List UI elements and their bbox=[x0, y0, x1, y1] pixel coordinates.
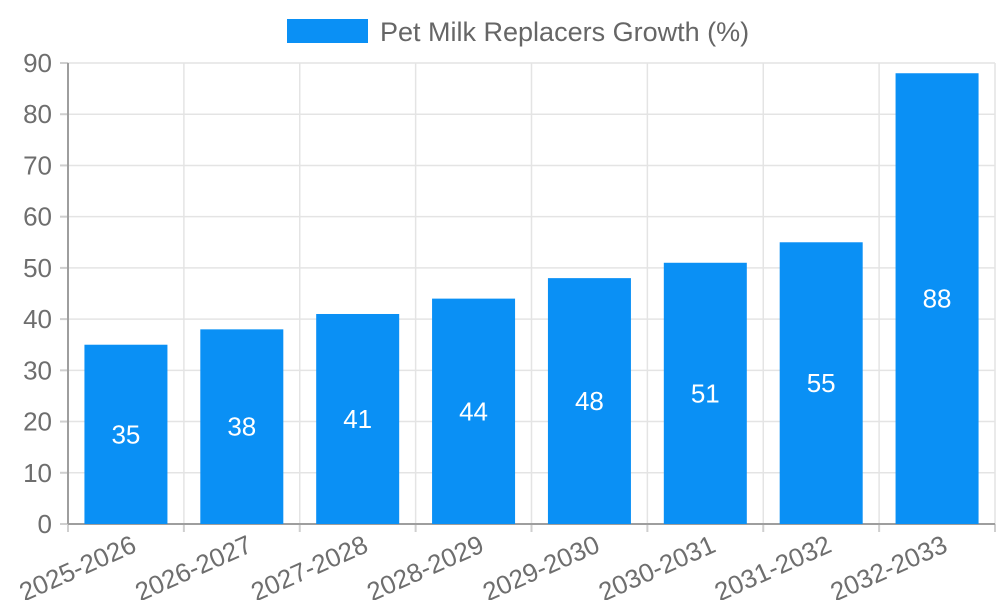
bar-2026-2027 bbox=[200, 329, 284, 524]
x-tick-label: 2032-2033 bbox=[826, 529, 952, 600]
x-tick-label: 2027-2028 bbox=[246, 529, 372, 600]
legend-swatch bbox=[287, 19, 368, 43]
y-tick-label: 40 bbox=[23, 304, 52, 334]
y-tick-label: 70 bbox=[23, 150, 52, 180]
y-tick-label: 90 bbox=[23, 48, 52, 78]
y-tick-label: 20 bbox=[23, 407, 52, 437]
bar-2029-2030 bbox=[547, 278, 631, 524]
x-tick-label: 2029-2030 bbox=[478, 529, 604, 600]
bar-value-label: 48 bbox=[575, 386, 604, 416]
x-tick-label: 2026-2027 bbox=[130, 529, 256, 600]
bar-2030-2031 bbox=[663, 262, 747, 524]
x-tick-label: 2028-2029 bbox=[362, 529, 488, 600]
bar-value-label: 44 bbox=[459, 396, 488, 426]
bar-2028-2029 bbox=[432, 298, 516, 524]
tick-marks bbox=[60, 62, 996, 532]
bar-series bbox=[84, 73, 979, 524]
bar-value-label: 88 bbox=[923, 284, 952, 314]
y-tick-label: 80 bbox=[23, 99, 52, 129]
bar-2032-2033 bbox=[895, 73, 979, 524]
bar-value-label: 41 bbox=[343, 404, 372, 434]
bar-2025-2026 bbox=[84, 344, 168, 524]
bar-value-labels: 35 38 41 44 48 51 55 88 bbox=[111, 284, 951, 450]
bar-value-label: 51 bbox=[691, 378, 720, 408]
y-tick-label: 0 bbox=[38, 509, 52, 539]
x-tick-label: 2030-2031 bbox=[594, 529, 720, 600]
x-tick-label: 2031-2032 bbox=[710, 529, 836, 600]
y-tick-label: 50 bbox=[23, 253, 52, 283]
bar-value-label: 55 bbox=[807, 368, 836, 398]
y-tick-label: 30 bbox=[23, 355, 52, 385]
bar-value-label: 38 bbox=[227, 412, 256, 442]
chart-legend[interactable]: Pet Milk Replacers Growth (%) bbox=[287, 17, 749, 47]
y-tick-label: 60 bbox=[23, 202, 52, 232]
bar-2027-2028 bbox=[316, 313, 400, 524]
bar-value-label: 35 bbox=[111, 419, 140, 449]
x-tick-label: 2025-2026 bbox=[15, 529, 141, 600]
bar-2031-2032 bbox=[779, 242, 863, 524]
y-tick-label: 10 bbox=[23, 458, 52, 488]
legend-label: Pet Milk Replacers Growth (%) bbox=[380, 17, 749, 47]
